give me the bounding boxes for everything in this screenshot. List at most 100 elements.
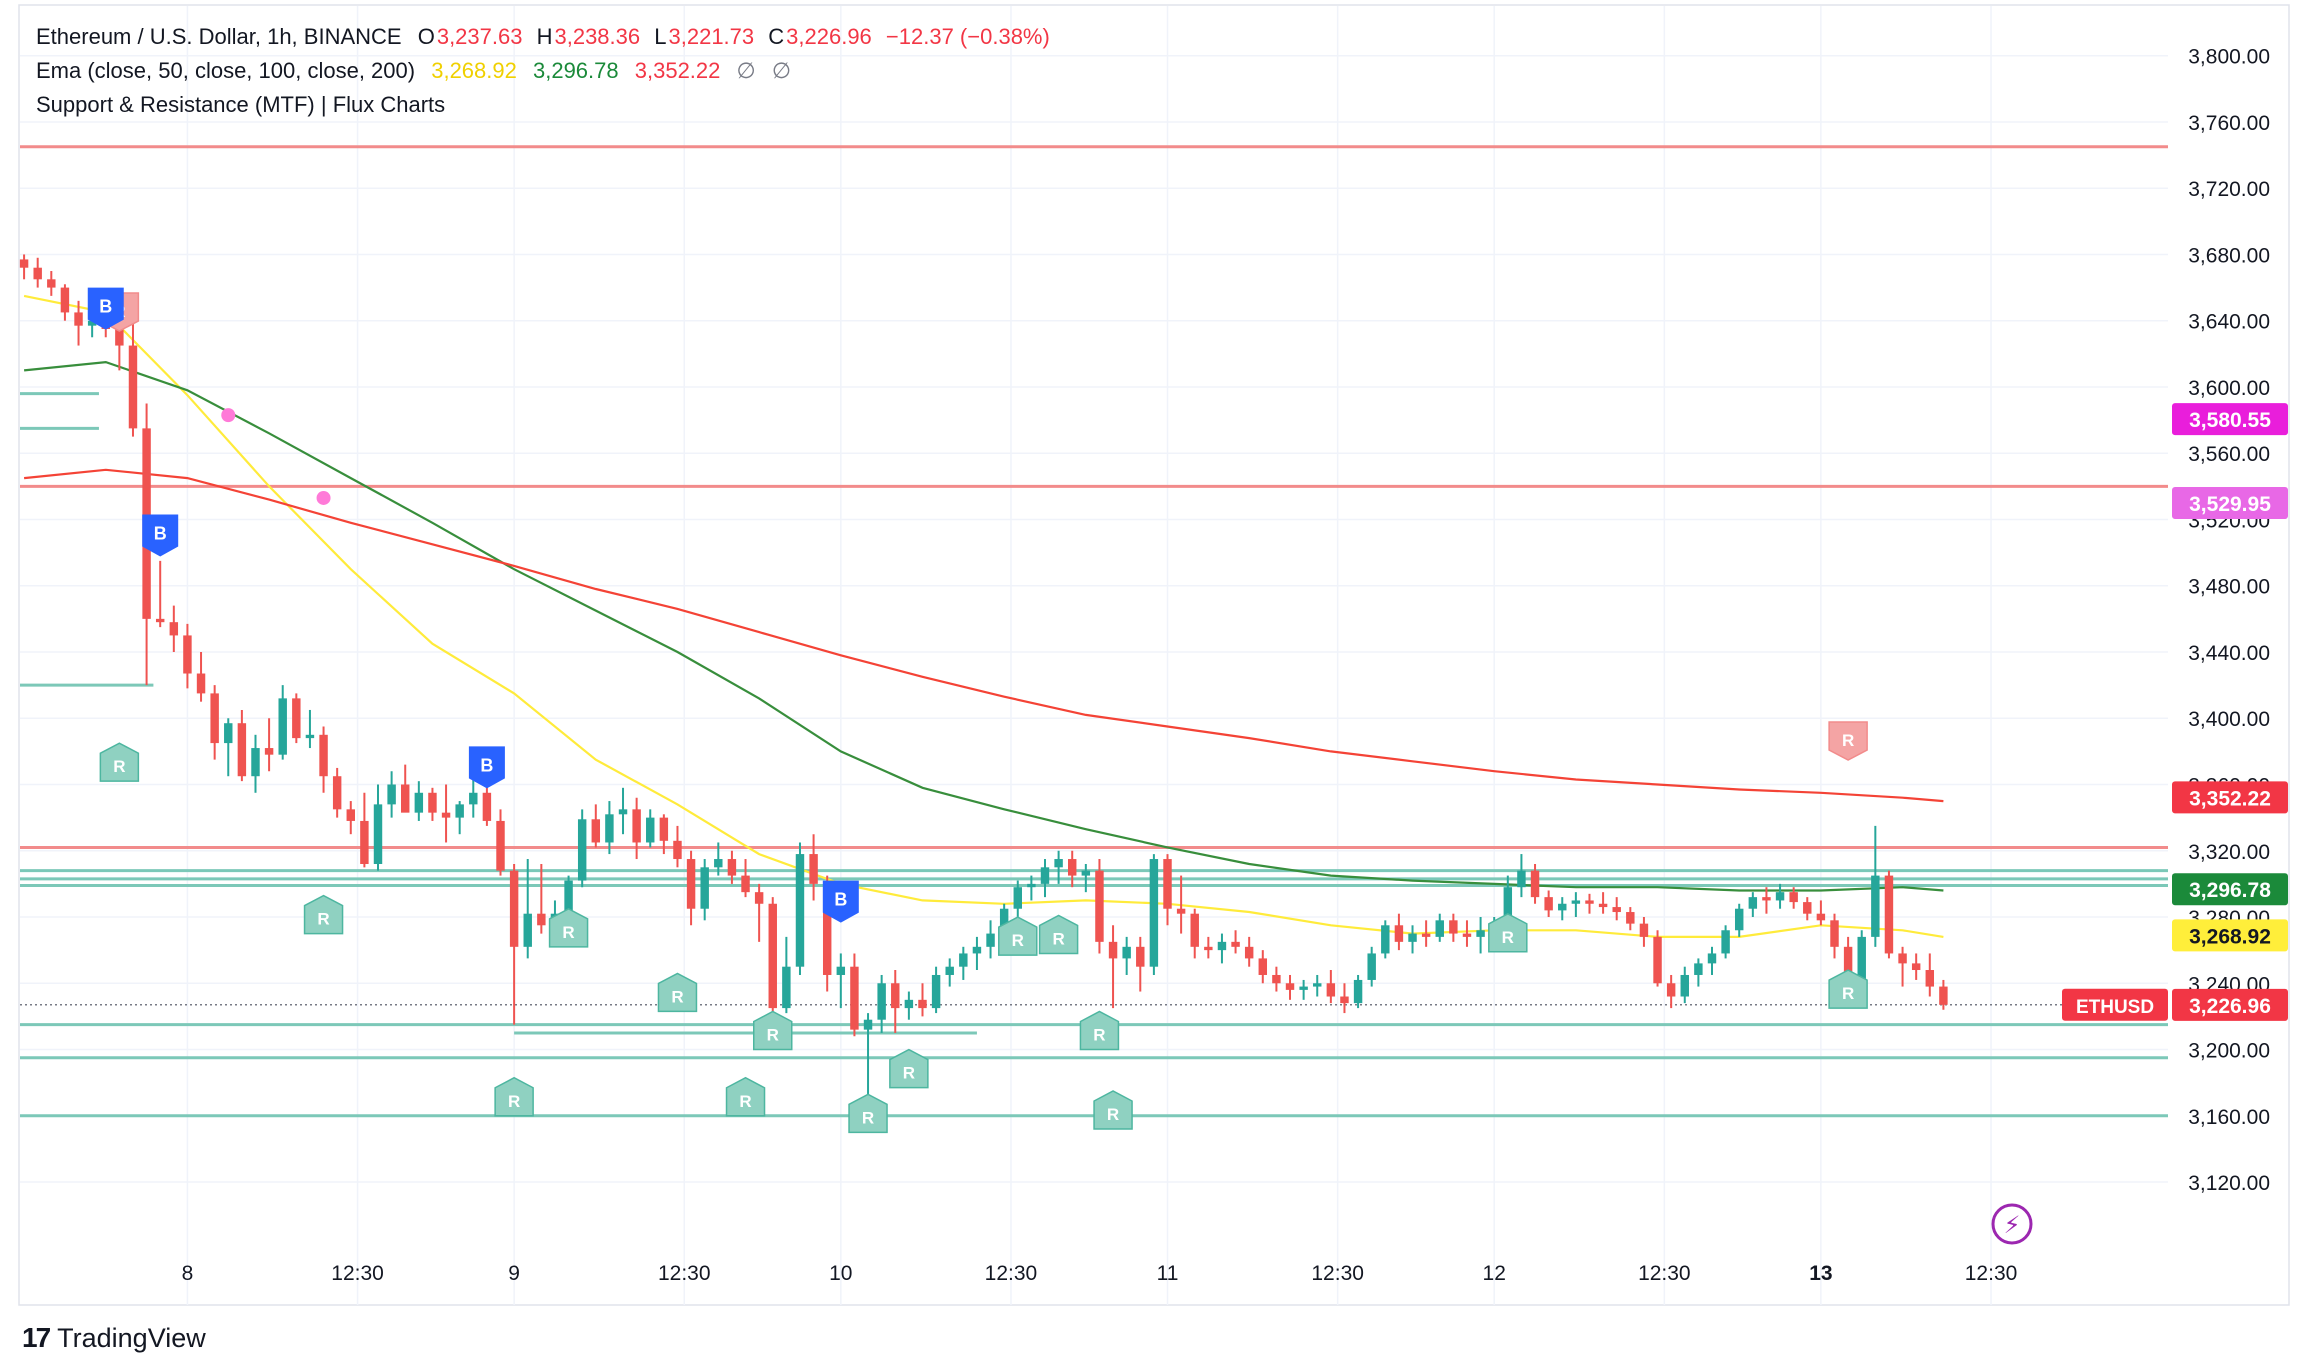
candle-body-137: [1884, 875, 1894, 954]
candle-24: [346, 801, 355, 835]
candle-body-56: [782, 966, 791, 1009]
candle-60: [836, 953, 846, 1009]
candle-35: [496, 809, 505, 876]
candle-body-111: [1530, 870, 1540, 898]
candle-body-118: [1626, 912, 1635, 924]
candle-13: [196, 651, 206, 702]
candle-body-94: [1299, 986, 1308, 990]
svg-text:R: R: [1107, 1105, 1119, 1124]
candle-body-76: [1054, 859, 1063, 868]
candle-body-54: [754, 892, 764, 904]
candle-body-59: [822, 883, 832, 975]
ema-cross-dot-0: [221, 408, 236, 423]
candle-37: [523, 859, 532, 959]
candle-body-18: [264, 748, 274, 755]
candle-body-23: [332, 776, 342, 810]
chart-border: [18, 4, 2290, 1306]
candle-body-81: [1122, 946, 1131, 959]
candle-body-51: [714, 859, 723, 868]
candle-body-55: [768, 903, 777, 1009]
candle-body-133: [1830, 920, 1839, 947]
candle-body-69: [959, 953, 968, 967]
legend-ema200: 3,352.22: [634, 58, 721, 83]
svg-text:R: R: [767, 1026, 779, 1045]
candle-body-45: [632, 809, 641, 843]
legend-symbol-row: Ethereum / U.S. Dollar, 1h, BINANCE O3,2…: [36, 24, 1052, 50]
svg-text:R: R: [562, 923, 574, 942]
x-tick-label-3: 12:30: [658, 1262, 711, 1285]
x-tick-label-0: 8: [182, 1262, 194, 1285]
candle-body-92: [1272, 974, 1281, 984]
y-tick-label-9: 3,480.00: [2188, 576, 2270, 599]
candle-48: [673, 825, 682, 868]
price-tag-3: 3,296.78: [2172, 873, 2288, 906]
candle-body-77: [1068, 859, 1077, 876]
svg-text:R: R: [739, 1092, 751, 1111]
candle-77: [1068, 850, 1077, 888]
candle-body-83: [1149, 859, 1159, 967]
candle-110: [1517, 854, 1526, 898]
x-tick-label-8: 12: [1483, 1262, 1506, 1285]
tradingview-brand[interactable]: 17 TradingView: [22, 1322, 206, 1354]
candle-45: [632, 797, 641, 860]
candle-body-62: [863, 1019, 873, 1030]
candle-body-127: [1748, 897, 1758, 909]
candle-body-89: [1231, 941, 1240, 947]
candle-23: [332, 767, 342, 818]
candle-body-87: [1204, 946, 1213, 951]
candle-body-53: [741, 875, 750, 893]
candle-body-130: [1789, 892, 1798, 903]
legend-l-label: L: [654, 24, 667, 49]
candle-18: [264, 718, 274, 772]
candle-body-120: [1653, 936, 1662, 984]
candle-139: [1911, 953, 1921, 980]
x-tick-label-1: 12:30: [331, 1262, 384, 1285]
candle-body-61: [850, 966, 859, 1030]
candle-body-106: [1462, 933, 1472, 937]
legend-ema-extra1: ∅: [736, 58, 756, 83]
candle-body-66: [918, 999, 927, 1009]
legend-o-value: 3,237.63: [436, 24, 523, 49]
candle-126: [1734, 903, 1744, 937]
candle-74: [1027, 875, 1036, 901]
support-signal-1: R: [303, 894, 344, 935]
candle-4: [74, 300, 83, 346]
candle-body-117: [1612, 907, 1621, 913]
candle-body-109: [1503, 887, 1513, 926]
price-tag-4: 3,268.92: [2172, 919, 2288, 952]
x-tick-label-10: 13: [1809, 1262, 1832, 1285]
candle-119: [1639, 917, 1649, 947]
candle-31: [441, 784, 451, 843]
y-tick-label-13: 3,640.00: [2188, 311, 2270, 334]
candle-22: [319, 726, 328, 793]
support-signal-14: R: [1828, 969, 1868, 1009]
candle-65: [904, 991, 914, 1020]
svg-text:3,352.22: 3,352.22: [2189, 787, 2271, 810]
time-axis[interactable]: 8 12:30 9 12:30 10 12:30 11 12:30 12 12:30 13 12:30: [182, 1262, 2018, 1285]
candle-body-25: [360, 820, 369, 865]
svg-text:R: R: [1093, 1026, 1105, 1045]
candle-26: [373, 784, 383, 871]
candle-body-21: [305, 734, 315, 739]
candle-55: [768, 897, 777, 1014]
candle-body-93: [1285, 983, 1295, 990]
candle-body-11: [169, 622, 179, 636]
svg-text:R: R: [1052, 929, 1064, 948]
candle-body-63: [877, 983, 886, 1020]
candle-body-128: [1762, 897, 1771, 901]
candle-body-57: [795, 854, 805, 967]
candle-body-52: [727, 859, 737, 876]
candle-body-49: [686, 859, 696, 909]
candle-body-135: [1857, 936, 1866, 987]
legend-change: −12.37 (−0.38%): [885, 24, 1050, 49]
candle-121: [1666, 974, 1676, 1009]
lightning-icon[interactable]: ⚡: [1991, 1203, 2033, 1245]
candle-42: [591, 804, 601, 848]
y-tick-label-2: 3,200.00: [2188, 1040, 2270, 1063]
candle-body-65: [904, 999, 914, 1009]
candle-body-139: [1911, 963, 1921, 971]
svg-text:R: R: [903, 1064, 915, 1083]
svg-text:B: B: [480, 755, 493, 775]
price-tags: 3,580.55 3,529.95 3,352.22 3,296.78 3,268.92…: [2062, 403, 2288, 1021]
